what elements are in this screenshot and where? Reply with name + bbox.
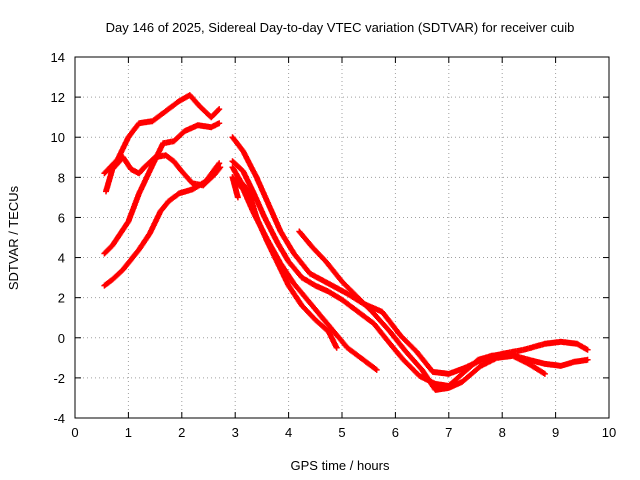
y-tick-label: 14 bbox=[51, 50, 65, 65]
series-track-3 bbox=[101, 160, 223, 289]
data-point-markers bbox=[101, 120, 223, 257]
y-tick-label: 8 bbox=[58, 170, 65, 185]
y-tick-label: -4 bbox=[53, 411, 65, 426]
data-point-markers bbox=[101, 160, 223, 289]
y-tick-label: 0 bbox=[58, 331, 65, 346]
y-axis-label: SDTVAR / TECUs bbox=[6, 185, 21, 290]
x-tick-label: 1 bbox=[125, 425, 132, 440]
data-point-markers bbox=[296, 228, 548, 393]
chart-title: Day 146 of 2025, Sidereal Day-to-day VTE… bbox=[106, 20, 575, 35]
x-tick-label: 6 bbox=[392, 425, 399, 440]
series-track-9 bbox=[296, 228, 548, 393]
series-track-2 bbox=[101, 120, 223, 257]
x-tick-label: 8 bbox=[499, 425, 506, 440]
data-point-markers bbox=[229, 164, 340, 351]
data-point-markers bbox=[229, 174, 241, 201]
y-tick-label: -2 bbox=[53, 371, 65, 386]
x-tick-label: 10 bbox=[602, 425, 616, 440]
x-tick-label: 0 bbox=[71, 425, 78, 440]
x-tick-label: 2 bbox=[178, 425, 185, 440]
x-axis-label: GPS time / hours bbox=[291, 458, 390, 473]
y-tick-label: 2 bbox=[58, 291, 65, 306]
y-tick-label: 4 bbox=[58, 251, 65, 266]
data-point-markers bbox=[229, 158, 591, 389]
series-track-10 bbox=[229, 174, 241, 201]
grid bbox=[75, 57, 609, 418]
y-tick-label: 10 bbox=[51, 130, 65, 145]
x-tick-label: 7 bbox=[445, 425, 452, 440]
x-tick-label: 4 bbox=[285, 425, 292, 440]
x-tick-label: 3 bbox=[232, 425, 239, 440]
series-track-4 bbox=[103, 152, 224, 195]
series-track-1 bbox=[101, 92, 223, 177]
series-track-6 bbox=[229, 158, 591, 389]
y-tick-label: 6 bbox=[58, 210, 65, 225]
series-track-8 bbox=[229, 164, 340, 351]
data-point-markers bbox=[101, 92, 223, 177]
y-tick-label: 12 bbox=[51, 90, 65, 105]
x-tick-label: 5 bbox=[338, 425, 345, 440]
x-tick-label: 9 bbox=[552, 425, 559, 440]
data-series bbox=[101, 92, 591, 393]
data-point-markers bbox=[103, 152, 224, 195]
